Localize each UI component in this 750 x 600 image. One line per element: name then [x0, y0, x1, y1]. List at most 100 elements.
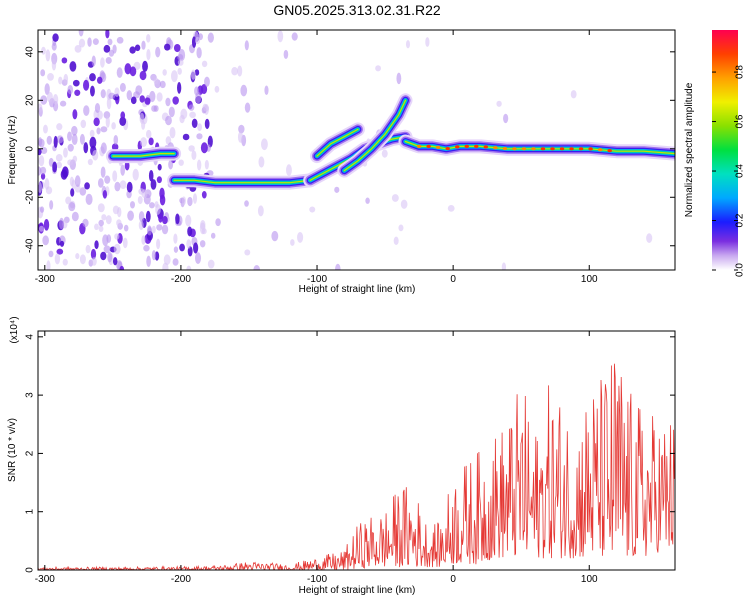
spectrogram-peak — [512, 147, 517, 151]
spectrogram-speckle — [187, 196, 193, 207]
spectrogram-speckle — [277, 30, 284, 43]
spectrogram-speckle — [286, 164, 292, 177]
spectrogram-speckle — [393, 236, 399, 245]
spectrogram-speckle — [120, 111, 126, 120]
spectrogram-speckle — [405, 40, 410, 49]
spectrogram-peak — [521, 147, 527, 151]
spectrogram-speckle — [63, 73, 69, 84]
spectrogram-speckle — [381, 149, 388, 158]
spectrogram-speckle — [75, 253, 80, 260]
spectrogram-speckle — [163, 254, 171, 266]
spectrogram-speckle — [60, 169, 68, 180]
spectrogram-speckle — [79, 133, 85, 145]
spectrogram-speckle — [335, 263, 341, 270]
spectrogram-speckle — [162, 69, 167, 76]
spectrogram-speckle — [503, 113, 509, 124]
spectrogram-speckle — [159, 187, 165, 200]
spectrogram-speckle — [61, 57, 68, 64]
spectrogram-speckle — [391, 194, 399, 202]
spectrogram-speckle — [38, 166, 42, 176]
spectrogram-speckle — [46, 260, 51, 270]
spectrogram-speckle — [44, 83, 50, 95]
spectrogram-speckle — [173, 43, 181, 53]
y-tick-label: 0 — [25, 146, 36, 152]
spectrogram-peak — [550, 147, 555, 151]
spectrogram-speckle — [151, 250, 157, 261]
x-tick-label: -300 — [35, 274, 55, 285]
spectrogram-peak — [607, 149, 612, 153]
spectrogram-speckle — [94, 240, 99, 250]
spectrogram-speckle — [39, 206, 45, 213]
spectrogram-speckle — [141, 235, 146, 245]
spectrogram-speckle — [570, 90, 577, 99]
snr-x-ticks: -300 -200 -100 0 100 — [35, 331, 598, 585]
spectrogram-speckle — [334, 186, 340, 193]
spectrogram-speckle — [191, 118, 198, 129]
spectrogram-peak — [578, 147, 584, 151]
spectrogram-speckle — [67, 84, 74, 95]
spectrogram-speckle — [38, 225, 45, 232]
spectrogram-speckle — [123, 224, 129, 232]
spectrogram-speckle — [138, 220, 144, 231]
spectrogram-speckle — [117, 207, 122, 218]
spectrogram-speckle — [92, 38, 99, 46]
spectrogram-speckle — [204, 159, 209, 170]
spectrogram-frame — [37, 29, 676, 271]
spectrogram-speckle — [396, 72, 402, 85]
spectrogram-speckle — [83, 79, 90, 91]
spectrogram-speckle — [72, 79, 80, 87]
spectrogram-peak — [426, 144, 431, 148]
spectrogram-speckle — [108, 49, 115, 57]
spectrogram-speckle — [108, 92, 116, 100]
spectrogram-speckle — [80, 119, 87, 129]
spectrogram-speckle — [145, 129, 152, 139]
spectrogram-speckle — [98, 225, 104, 232]
spectrogram-speckle — [119, 116, 127, 127]
y-tick-label: -20 — [25, 190, 36, 205]
spectrogram-speckle — [112, 44, 117, 54]
spectrogram-speckle — [150, 179, 157, 190]
spectrogram-speckle — [101, 214, 107, 221]
spectrogram-speckle — [83, 105, 90, 116]
spectrogram-speckle — [124, 63, 132, 75]
spectrogram-speckle — [92, 150, 99, 161]
spectrogram-speckle — [43, 219, 50, 231]
spectrogram-speckle — [87, 158, 93, 166]
spectrogram-speckle — [187, 246, 193, 257]
spectrogram-ridge — [173, 179, 311, 184]
spectrogram-speckle — [38, 181, 42, 194]
spectrogram-speckle — [188, 104, 195, 111]
spectrogram-speckle — [365, 197, 370, 204]
spectrogram-speckle — [49, 200, 54, 210]
spectrogram-speckle — [55, 154, 63, 162]
spectrogram-speckle — [173, 233, 178, 244]
colorbar-gradient — [712, 30, 738, 270]
spectrogram-speckle — [180, 108, 188, 120]
spectrogram-speckle — [162, 262, 169, 270]
spectrogram-speckle — [67, 131, 72, 142]
spectrogram-speckle — [58, 76, 63, 85]
spectrogram-speckle — [102, 234, 109, 247]
spectrogram-speckle — [46, 135, 52, 145]
spectrogram-speckle — [148, 202, 155, 209]
spectrogram-speckle — [59, 100, 67, 107]
spectrogram-speckle — [145, 210, 151, 223]
spectrogram-speckle — [210, 232, 216, 239]
spectrogram-speckle — [56, 248, 64, 255]
spectrogram-speckle — [78, 38, 86, 48]
spectrogram-speckle — [170, 70, 178, 83]
spectrogram-speckle — [126, 181, 133, 193]
spectrogram-speckle — [207, 259, 215, 269]
spectrogram-speckle — [38, 155, 45, 167]
spectrogram-peak — [559, 147, 565, 151]
spectrogram-speckle — [155, 46, 161, 58]
spectrogram-speckle — [103, 44, 111, 53]
spectrogram-speckle — [132, 168, 139, 181]
spectrogram-speckle — [159, 80, 166, 89]
spectrogram-speckle — [237, 131, 244, 143]
spectrogram-speckle — [199, 240, 206, 248]
spectrogram-speckle — [194, 69, 200, 76]
spectrogram-speckle — [83, 142, 89, 154]
spectrogram-speckle — [97, 178, 104, 188]
